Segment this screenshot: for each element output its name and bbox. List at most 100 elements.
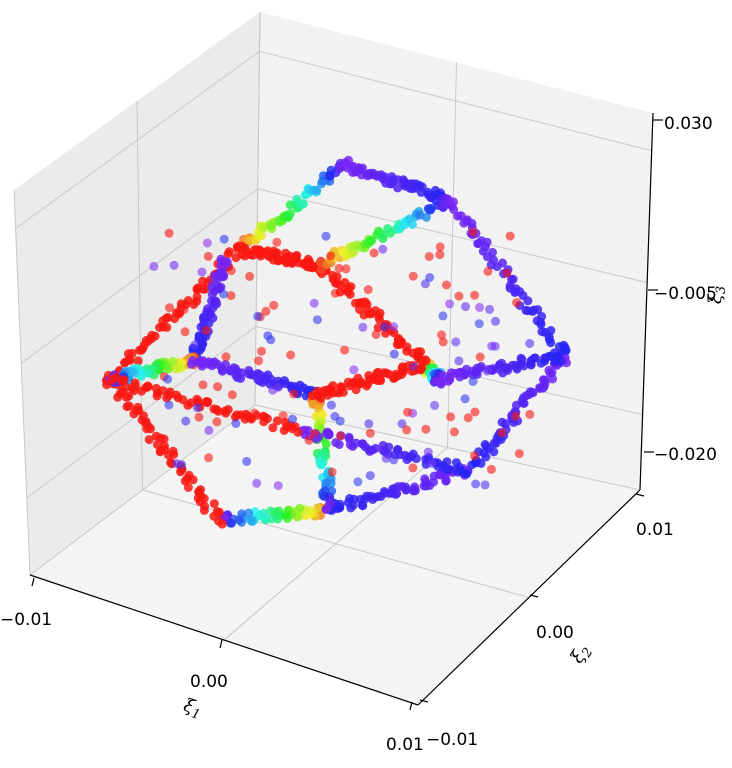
scatter-point bbox=[384, 442, 394, 452]
scatter-point bbox=[127, 348, 137, 358]
scatter-point bbox=[486, 464, 496, 474]
scatter-point bbox=[364, 419, 374, 429]
scatter-point bbox=[408, 463, 418, 473]
z-axis-line bbox=[639, 112, 654, 491]
scatter-point bbox=[291, 254, 301, 264]
scatter-point bbox=[268, 423, 278, 433]
scatter-point bbox=[367, 236, 376, 246]
scatter-point bbox=[334, 440, 344, 449]
scatter-point bbox=[133, 356, 143, 366]
scatter-point bbox=[371, 330, 381, 339]
z-tick-label: −0.020 bbox=[654, 445, 717, 465]
z-axis-label: ξ3 bbox=[705, 286, 729, 304]
x-axis-label: ξ1 bbox=[180, 695, 205, 723]
scatter-point bbox=[436, 376, 445, 386]
scatter-point bbox=[326, 251, 336, 261]
scatter-point bbox=[378, 244, 388, 254]
scatter-point bbox=[528, 306, 538, 316]
scatter-points bbox=[101, 155, 571, 529]
scatter-point bbox=[545, 368, 555, 378]
scatter-point bbox=[460, 394, 470, 404]
scatter-point bbox=[376, 170, 386, 180]
scatter-point bbox=[403, 407, 413, 417]
scatter-point bbox=[370, 170, 379, 180]
scatter-point bbox=[397, 419, 407, 429]
scatter-point bbox=[408, 486, 418, 496]
y-axis-line bbox=[417, 489, 641, 706]
scatter-point bbox=[553, 351, 563, 361]
scatter-point bbox=[449, 205, 459, 214]
scatter-point bbox=[402, 342, 412, 352]
scatter-point bbox=[266, 335, 276, 345]
x-tick-label: −0.01 bbox=[0, 610, 52, 630]
scatter-point bbox=[482, 366, 492, 376]
scatter-point bbox=[244, 508, 254, 518]
scatter-point bbox=[514, 449, 524, 459]
scatter-point bbox=[396, 337, 406, 347]
scatter-point bbox=[169, 260, 179, 270]
y-tick-label: 0.00 bbox=[536, 623, 574, 643]
scatter-point bbox=[419, 481, 429, 491]
scatter-point bbox=[281, 510, 291, 520]
scatter-point bbox=[266, 514, 276, 524]
scatter-point bbox=[289, 389, 299, 399]
scatter-point bbox=[168, 446, 178, 456]
scatter-point bbox=[498, 258, 507, 268]
x-tick bbox=[31, 577, 35, 587]
scatter-point bbox=[209, 276, 219, 286]
scatter-point bbox=[328, 381, 338, 391]
scatter-point bbox=[475, 352, 485, 362]
scatter-point bbox=[336, 431, 345, 441]
scatter-point bbox=[164, 228, 174, 238]
scatter-point bbox=[340, 345, 350, 355]
scatter-point bbox=[344, 432, 354, 442]
scatter-point bbox=[491, 316, 500, 326]
x-tick bbox=[409, 701, 413, 711]
scatter-point bbox=[369, 248, 379, 258]
scatter-point bbox=[467, 460, 477, 470]
scatter-point bbox=[242, 456, 252, 466]
scatter-point bbox=[179, 305, 189, 315]
y-tick bbox=[419, 699, 429, 703]
scatter-point bbox=[376, 376, 386, 385]
scatter-point bbox=[490, 341, 500, 351]
scatter-point bbox=[446, 412, 456, 422]
scatter-point bbox=[203, 397, 213, 407]
scatter-point bbox=[254, 356, 264, 366]
scatter-point bbox=[346, 503, 356, 513]
scatter-point bbox=[273, 514, 283, 524]
scatter-point bbox=[536, 319, 546, 329]
scatter-point bbox=[358, 163, 367, 173]
scatter-point bbox=[358, 322, 368, 332]
scatter-point bbox=[199, 312, 209, 322]
scatter-point bbox=[480, 480, 490, 490]
scatter-point bbox=[217, 272, 227, 282]
scatter-point bbox=[312, 434, 322, 444]
scatter-point bbox=[172, 459, 182, 469]
scatter-point bbox=[483, 266, 493, 276]
scatter-point bbox=[173, 393, 183, 403]
scatter-point bbox=[470, 290, 480, 300]
scatter-point bbox=[389, 322, 399, 332]
scatter-point bbox=[425, 273, 435, 282]
scatter-point bbox=[420, 279, 430, 289]
scatter-point bbox=[463, 413, 473, 423]
scatter-point bbox=[324, 430, 334, 440]
z-tick-label: 0.030 bbox=[664, 114, 713, 134]
scatter-point bbox=[226, 266, 236, 276]
x-tick bbox=[219, 639, 223, 649]
x-axis-line bbox=[29, 574, 419, 706]
scatter-point bbox=[427, 459, 437, 468]
scatter-point bbox=[414, 364, 424, 374]
scatter-point bbox=[502, 268, 512, 278]
scatter-point bbox=[190, 340, 200, 350]
scatter-point bbox=[130, 378, 140, 388]
scatter-point bbox=[204, 318, 214, 328]
scatter-point bbox=[512, 298, 522, 308]
scatter-point bbox=[272, 248, 282, 258]
scatter-point bbox=[349, 365, 359, 375]
scatter-point bbox=[505, 231, 515, 241]
scatter-point bbox=[471, 479, 481, 489]
scatter-point bbox=[371, 443, 381, 453]
